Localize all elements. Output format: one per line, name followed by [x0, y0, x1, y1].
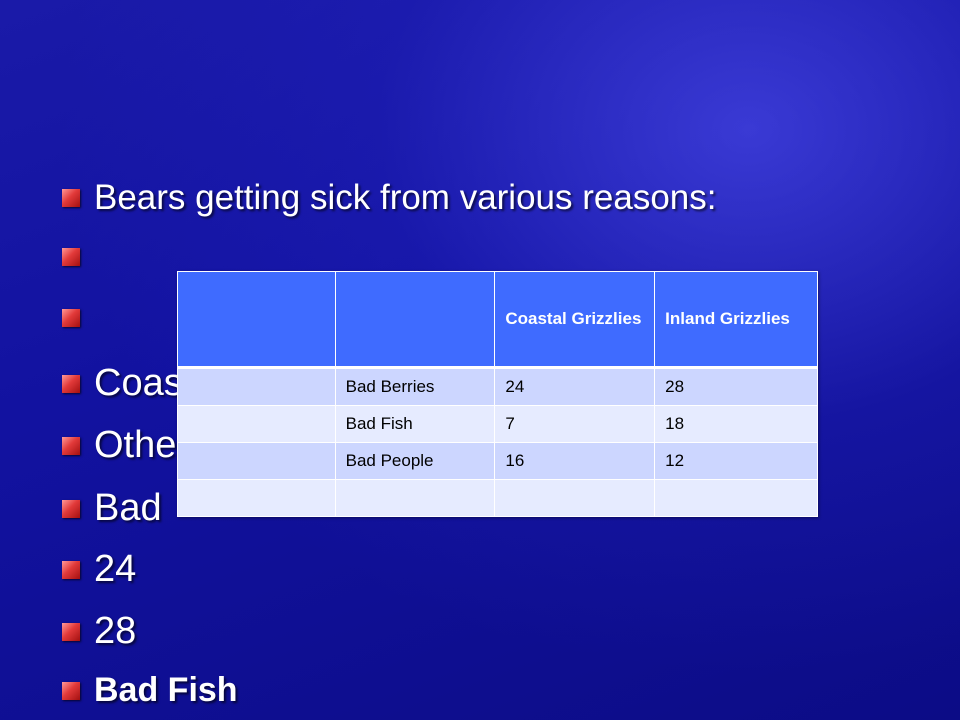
- bullet-item: [62, 248, 94, 266]
- table-cell: 16: [494, 442, 656, 480]
- table-row: Bad Fish 7 18: [177, 405, 818, 443]
- bullet-marker-icon: [62, 436, 80, 455]
- table-cell: [177, 367, 336, 406]
- bullet-marker-icon: [62, 248, 80, 266]
- table-row: Bad Berries 24 28: [177, 367, 818, 406]
- bullet-text: 24: [94, 548, 137, 590]
- table-cell: 12: [654, 442, 818, 480]
- bullet-marker-icon: [62, 499, 80, 518]
- table-cell: Bad People: [334, 442, 496, 480]
- table-cell: [334, 479, 496, 517]
- bullet-marker-icon: [62, 681, 80, 700]
- bullet-text: Other: [94, 424, 190, 466]
- table-header-cell: Inland Grizzlies: [654, 271, 818, 369]
- table-cell: [177, 405, 336, 443]
- table-cell: [494, 479, 656, 517]
- table-cell: 18: [654, 405, 818, 443]
- table-header-cell: Coastal Grizzlies: [494, 271, 656, 369]
- table-header-cell: [177, 271, 336, 369]
- bullet-text: Bad: [94, 487, 162, 529]
- table-header-cell: [334, 271, 496, 369]
- bullet-item: [62, 309, 94, 327]
- table-cell: Bad Fish: [334, 405, 496, 443]
- bullet-marker-icon: [62, 309, 80, 327]
- table-cell: [654, 479, 818, 517]
- bullet-marker-icon: [62, 374, 80, 393]
- table-cell: [177, 442, 336, 480]
- table-cell: [177, 479, 336, 517]
- bullet-marker-icon: [62, 622, 80, 641]
- bullet-item: Bad: [62, 487, 162, 530]
- bullet-text: Bad Fish: [94, 671, 238, 709]
- data-table: Coastal Grizzlies Inland Grizzlies Bad B…: [177, 271, 818, 517]
- table-cell: Bad Berries: [334, 367, 496, 406]
- bullet-item: 24: [62, 548, 136, 591]
- bullet-text: Bears getting sick from various reasons:: [94, 178, 717, 217]
- table-row: [177, 479, 818, 517]
- table-cell: 24: [494, 367, 656, 406]
- bullet-item: 28: [62, 610, 136, 653]
- table-row: Bad People 16 12: [177, 442, 818, 480]
- bullet-marker-icon: [62, 189, 80, 207]
- table-header-row: Coastal Grizzlies Inland Grizzlies: [177, 271, 818, 369]
- table-cell: 7: [494, 405, 656, 443]
- bullet-marker-icon: [62, 560, 80, 579]
- bullet-item: Bad Fish: [62, 671, 238, 710]
- table-cell: 28: [654, 367, 818, 406]
- bullet-item: Other: [62, 424, 189, 467]
- bullet-item: Bears getting sick from various reasons:: [62, 178, 716, 218]
- bullet-text: 28: [94, 610, 137, 652]
